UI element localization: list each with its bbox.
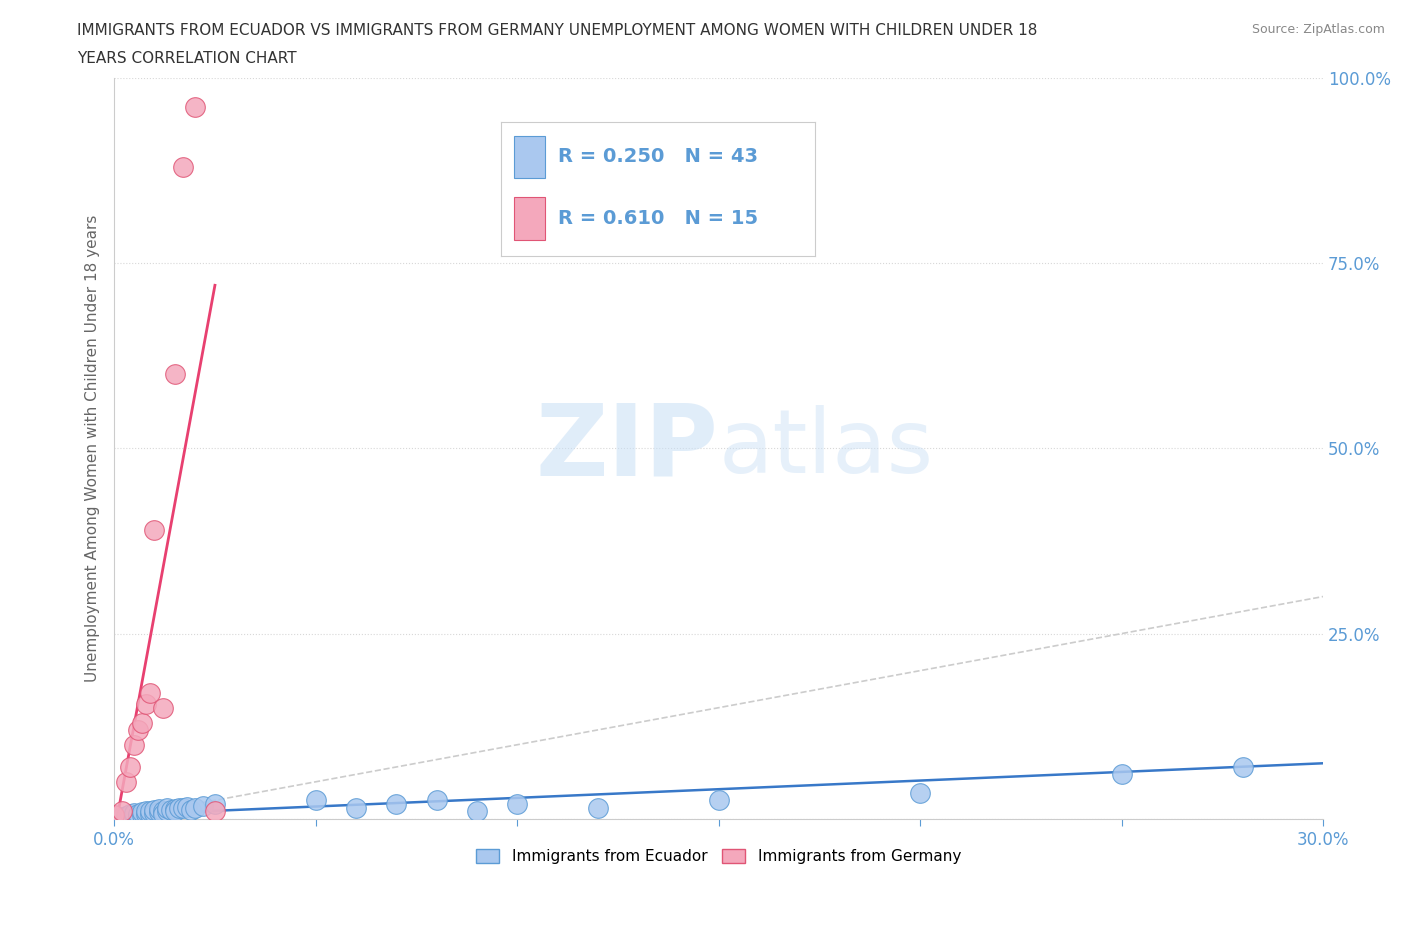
Point (135, 807, 157, 822)
Point (1232, 760, 1254, 775)
Point (124, 737, 146, 752)
Point (184, 100, 207, 115)
Point (139, 804, 162, 818)
Point (426, 793, 449, 808)
Text: ZIP: ZIP (536, 400, 718, 497)
Point (120, 760, 142, 775)
Point (1111, 767, 1133, 782)
Point (143, 523, 166, 538)
Point (103, 808, 125, 823)
Point (155, 804, 177, 818)
Point (124, 805, 146, 820)
Point (131, 715, 153, 730)
Point (506, 797, 529, 812)
Point (163, 804, 186, 819)
Text: atlas: atlas (718, 405, 934, 492)
Point (103, 808, 125, 823)
Point (135, 804, 157, 819)
Point (148, 802, 170, 817)
Point (172, 801, 194, 816)
Point (184, 801, 207, 816)
Point (139, 685, 162, 700)
Point (143, 805, 166, 820)
Point (152, 804, 174, 819)
Point (204, 797, 226, 812)
Point (139, 806, 162, 821)
Point (204, 804, 226, 819)
Point (152, 806, 174, 821)
Point (159, 803, 181, 817)
Text: YEARS CORRELATION CHART: YEARS CORRELATION CHART (77, 51, 297, 66)
Point (163, 366, 186, 381)
Point (586, 801, 609, 816)
Point (115, 775, 138, 790)
Point (344, 801, 367, 816)
Point (111, 809, 134, 824)
Text: Source: ZipAtlas.com: Source: ZipAtlas.com (1251, 23, 1385, 36)
Point (120, 807, 142, 822)
Point (465, 804, 488, 819)
Point (176, 800, 198, 815)
Text: IMMIGRANTS FROM ECUADOR VS IMMIGRANTS FROM GERMANY UNEMPLOYMENT AMONG WOMEN WITH: IMMIGRANTS FROM ECUADOR VS IMMIGRANTS FR… (77, 23, 1038, 38)
Point (163, 802, 186, 817)
Point (152, 700, 174, 715)
Point (135, 697, 157, 711)
Point (111, 804, 134, 819)
Point (191, 798, 214, 813)
Point (124, 808, 146, 823)
Point (167, 801, 190, 816)
Point (115, 808, 138, 823)
Point (127, 723, 149, 737)
Point (131, 804, 153, 819)
Point (143, 803, 166, 817)
Point (172, 159, 194, 174)
Point (908, 786, 931, 801)
Point (707, 793, 730, 808)
Point (385, 797, 408, 812)
Legend: Immigrants from Ecuador, Immigrants from Germany: Immigrants from Ecuador, Immigrants from… (470, 844, 967, 870)
Point (180, 803, 202, 817)
Point (127, 806, 149, 821)
Point (131, 808, 153, 823)
Point (155, 801, 177, 816)
Point (127, 808, 149, 823)
Point (305, 793, 328, 808)
Y-axis label: Unemployment Among Women with Children Under 18 years: Unemployment Among Women with Children U… (86, 215, 100, 682)
Point (148, 804, 170, 819)
